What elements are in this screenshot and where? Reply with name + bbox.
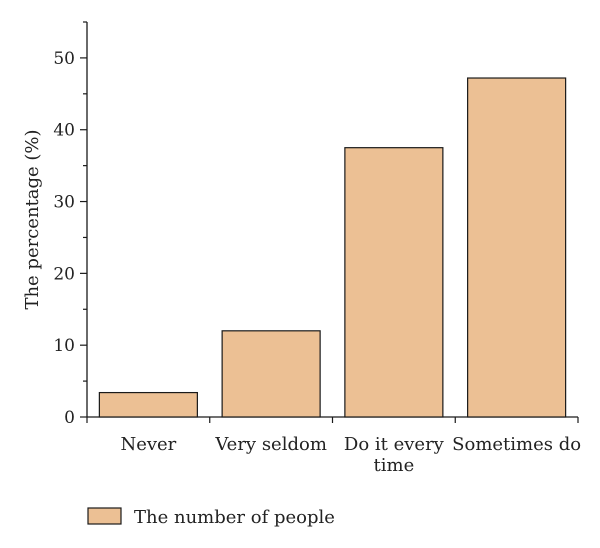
bar (467, 77, 567, 418)
y-axis-ticks: 0 10 20 30 40 50 (53, 21, 87, 428)
bar (98, 391, 198, 418)
x-tick-label: Very seldom (214, 434, 327, 455)
y-tick-label: 50 (53, 49, 75, 69)
bar (344, 147, 444, 418)
legend: The number of people (87, 507, 335, 528)
y-tick-label: 0 (64, 408, 75, 428)
x-tick-label: Never (120, 434, 176, 455)
legend-swatch (87, 507, 122, 525)
y-tick-label: 40 (53, 121, 75, 141)
y-tick-label: 20 (53, 264, 75, 284)
x-axis-labels: Never Very seldom Do it every time Sometimes… (120, 434, 581, 476)
y-tick-label: 30 (53, 193, 75, 213)
x-tick-label: Do it every time (344, 434, 445, 476)
bar (221, 330, 321, 418)
y-axis-title: The percentage (%) (22, 129, 43, 309)
legend-label: The number of people (134, 507, 335, 528)
bars (98, 77, 567, 418)
y-tick-label: 10 (53, 336, 75, 356)
x-tick-label: Sometimes do (452, 434, 581, 455)
